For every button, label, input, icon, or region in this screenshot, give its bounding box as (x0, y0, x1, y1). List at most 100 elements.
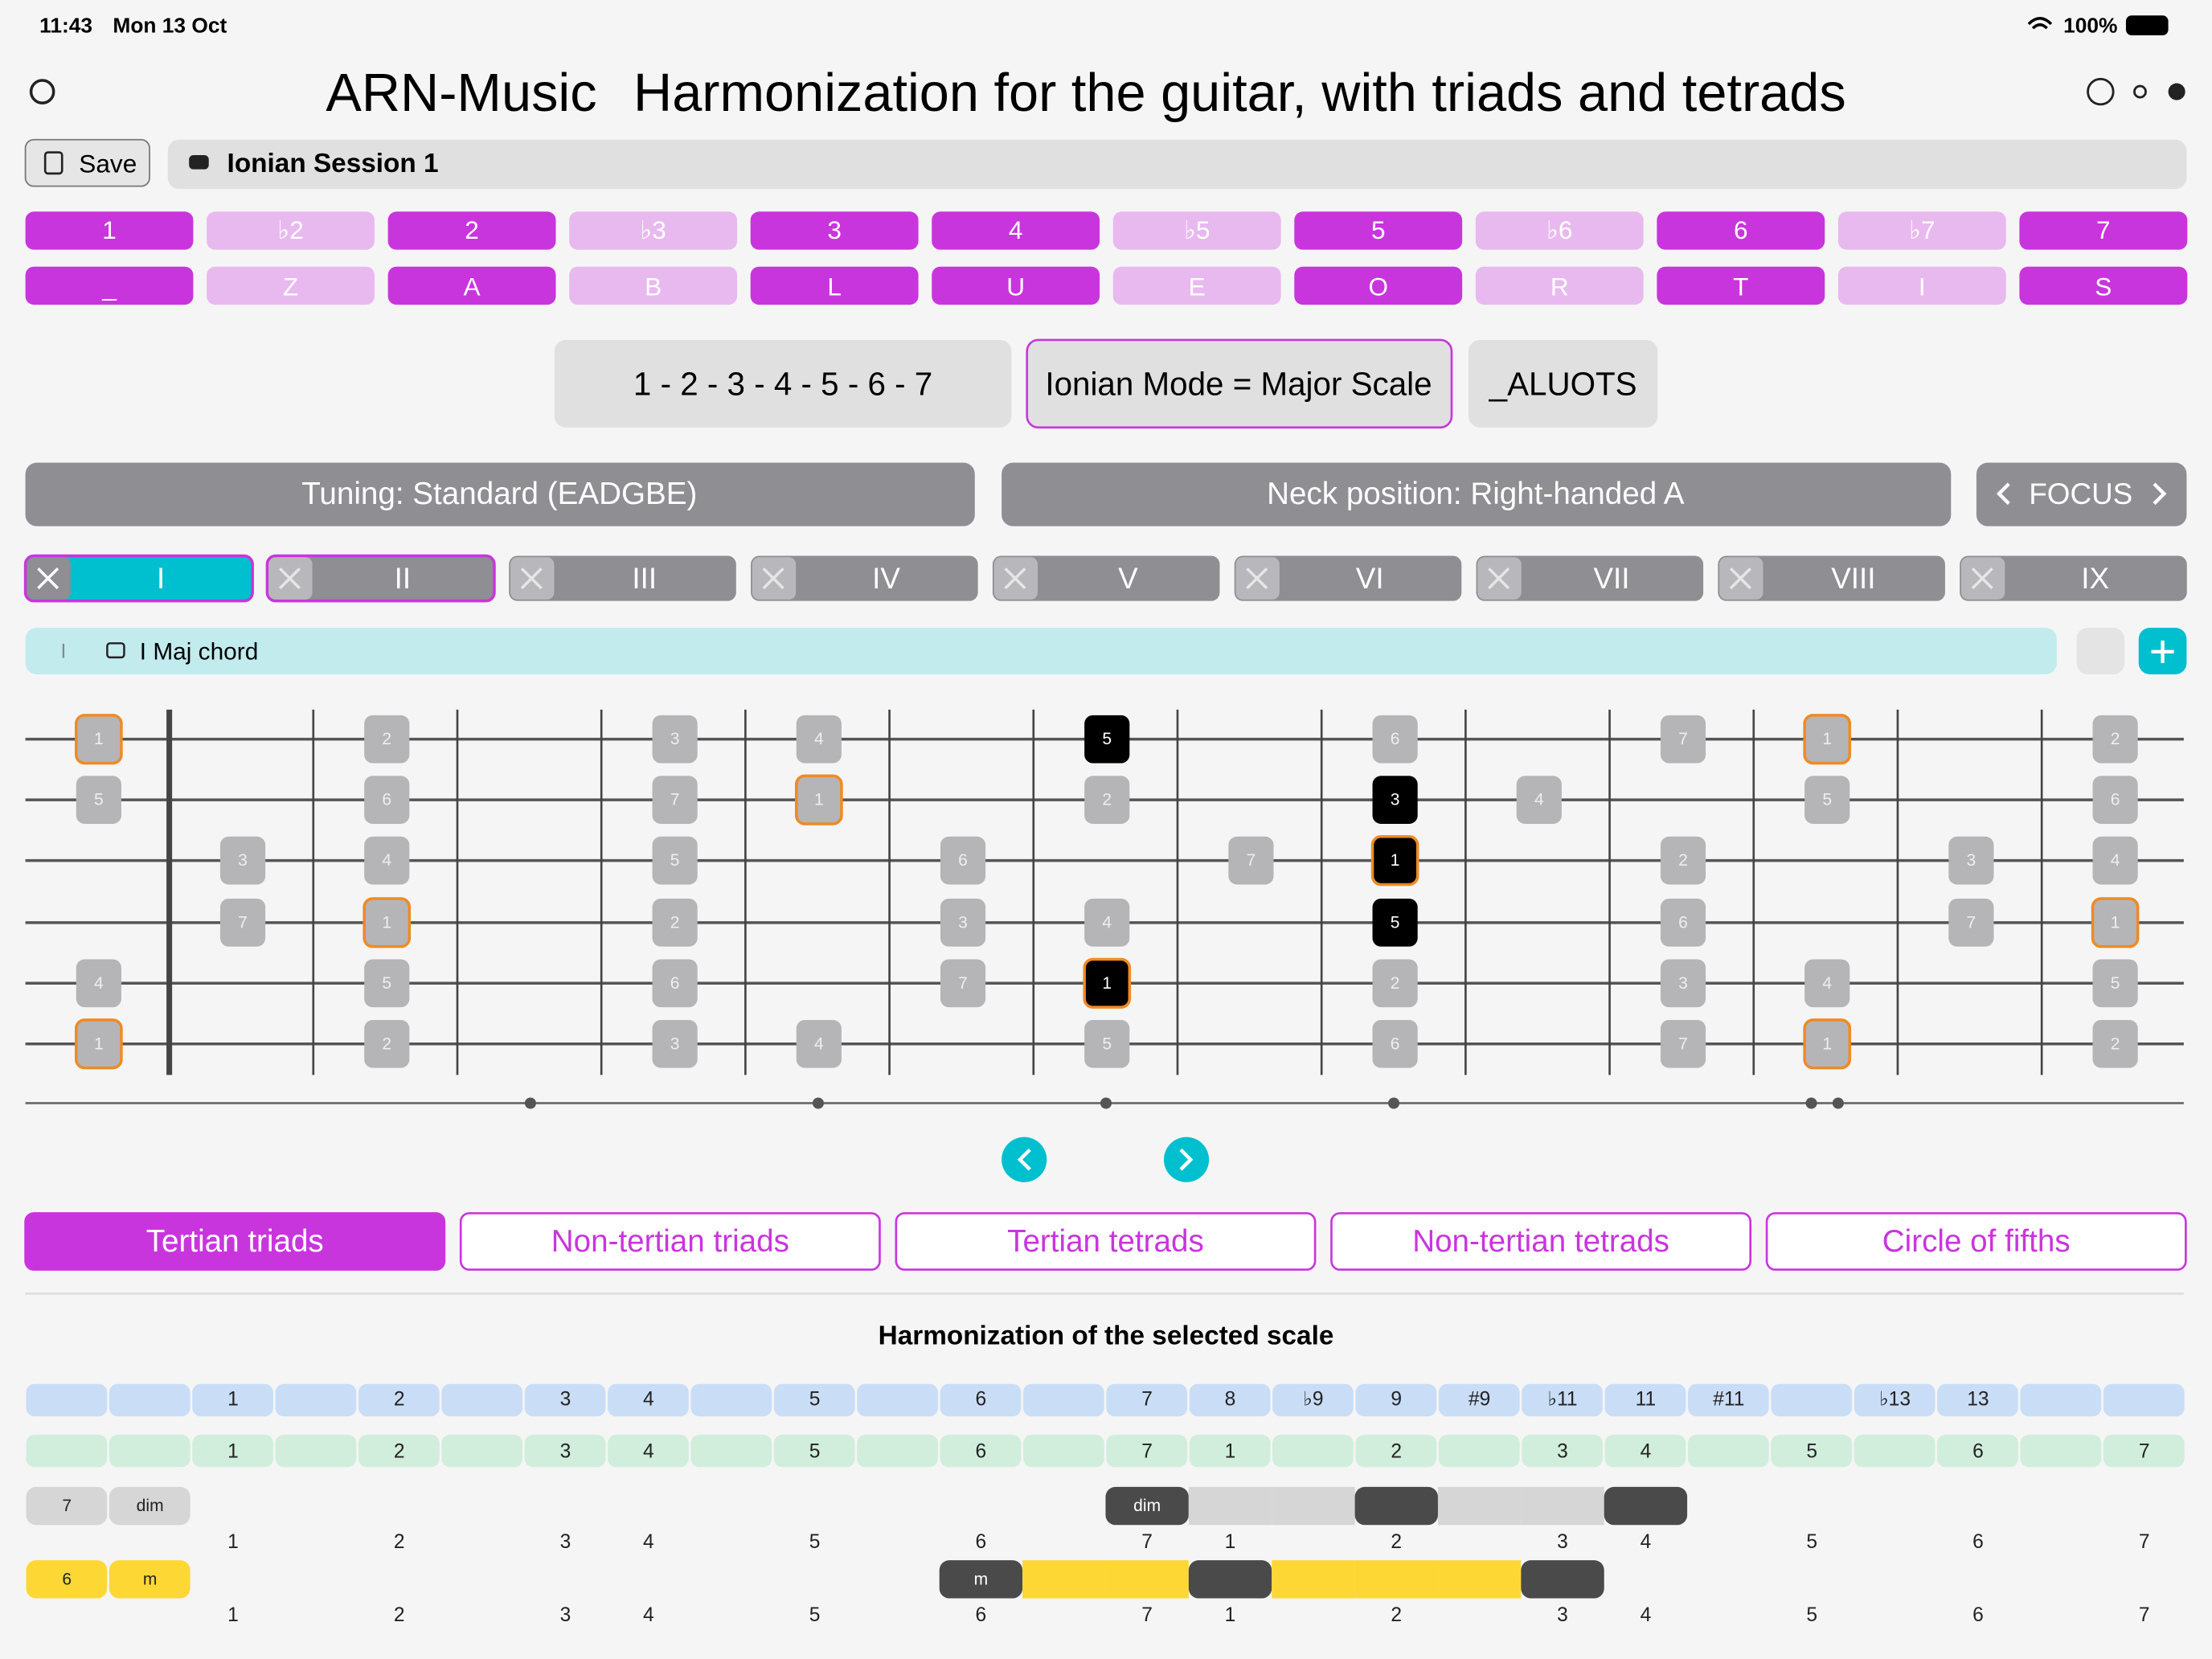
minus-button[interactable] (2076, 628, 2125, 674)
letter-button[interactable] (1294, 266, 1463, 305)
note[interactable] (1372, 959, 1418, 1008)
note[interactable] (364, 715, 410, 764)
degree-button[interactable] (509, 555, 736, 601)
letter-button[interactable] (2019, 266, 2188, 305)
interval-button[interactable] (1837, 211, 2006, 250)
note[interactable] (2092, 1019, 2138, 1068)
degree-button[interactable] (1234, 555, 1462, 601)
note[interactable] (652, 715, 698, 764)
note[interactable] (1948, 836, 1994, 885)
note[interactable] (652, 899, 698, 947)
note[interactable] (1084, 715, 1130, 764)
note[interactable] (2091, 897, 2140, 948)
note[interactable] (1660, 836, 1706, 885)
letter-button[interactable] (1475, 266, 1644, 305)
note[interactable] (1228, 836, 1274, 885)
note[interactable] (796, 715, 842, 764)
note[interactable] (2092, 776, 2138, 824)
note[interactable] (1083, 957, 1132, 1009)
interval-button[interactable] (1657, 211, 1825, 250)
letter-button[interactable] (932, 266, 1100, 305)
degree-button[interactable] (23, 554, 254, 603)
note[interactable] (219, 899, 266, 947)
interval-button[interactable] (387, 211, 556, 250)
interval-button[interactable] (569, 211, 738, 250)
note[interactable] (1084, 899, 1130, 947)
note[interactable] (940, 899, 986, 947)
note[interactable] (364, 1019, 410, 1068)
nav-button[interactable] (1163, 1137, 1210, 1182)
neck-button[interactable] (1002, 462, 1952, 526)
note[interactable] (652, 836, 698, 885)
note[interactable] (1372, 899, 1418, 947)
note[interactable] (1660, 1019, 1706, 1068)
note[interactable] (364, 959, 410, 1008)
interval-button[interactable] (25, 211, 194, 250)
interval-button[interactable] (750, 211, 919, 250)
note[interactable] (2092, 836, 2138, 885)
note[interactable] (75, 714, 123, 765)
note[interactable] (1372, 715, 1418, 764)
note[interactable] (1372, 776, 1418, 824)
tab[interactable] (24, 1212, 446, 1271)
note[interactable] (794, 774, 843, 825)
note[interactable] (1660, 959, 1706, 1008)
note[interactable] (940, 836, 986, 885)
note[interactable] (940, 959, 986, 1008)
tab[interactable] (1330, 1212, 1752, 1271)
note[interactable] (1803, 714, 1852, 765)
tab[interactable] (895, 1212, 1317, 1271)
degree-button[interactable] (1718, 555, 1945, 601)
note[interactable] (1660, 715, 1706, 764)
tab[interactable] (459, 1212, 881, 1271)
dark-mode-button[interactable] (2168, 83, 2185, 100)
letter-button[interactable] (1112, 266, 1281, 305)
note[interactable] (1370, 835, 1419, 887)
degree-button[interactable] (265, 554, 496, 603)
degree-button[interactable] (992, 555, 1220, 601)
interval-button[interactable] (1294, 211, 1463, 250)
note[interactable] (364, 836, 410, 885)
note[interactable] (363, 897, 412, 948)
note[interactable] (2092, 959, 2138, 1008)
note[interactable] (76, 959, 121, 1008)
letter-button[interactable] (1657, 266, 1825, 305)
degree-button[interactable] (1960, 555, 2187, 601)
note[interactable] (1660, 899, 1706, 947)
interval-button[interactable] (2019, 211, 2188, 250)
tuning-button[interactable] (25, 462, 975, 526)
letter-button[interactable] (207, 266, 375, 305)
degree-button[interactable] (1476, 555, 1704, 601)
note[interactable] (364, 776, 410, 824)
letter-button[interactable] (387, 266, 556, 305)
tab[interactable] (1765, 1212, 2187, 1271)
interval-button[interactable] (1475, 211, 1644, 250)
light-mode-button[interactable] (2133, 84, 2147, 99)
note[interactable] (219, 836, 266, 885)
note[interactable] (1948, 899, 1994, 947)
note[interactable] (652, 1019, 698, 1068)
note[interactable] (652, 959, 698, 1008)
degree-button[interactable] (751, 555, 978, 601)
note[interactable] (652, 776, 698, 824)
letter-button[interactable] (1837, 266, 2006, 305)
note[interactable] (1804, 959, 1850, 1008)
interval-button[interactable] (932, 211, 1100, 250)
note[interactable] (1084, 776, 1130, 824)
letter-button[interactable] (25, 266, 194, 305)
mode-box[interactable] (1026, 338, 1453, 429)
settings-button[interactable] (29, 79, 55, 104)
nav-button[interactable] (1002, 1137, 1047, 1182)
note[interactable] (1803, 1018, 1852, 1070)
interval-button[interactable] (1112, 211, 1281, 250)
focus-button[interactable] (1976, 462, 2187, 526)
note[interactable] (1804, 776, 1850, 824)
note[interactable] (75, 1018, 123, 1070)
note[interactable] (796, 1019, 842, 1068)
note[interactable] (1516, 776, 1562, 824)
info-button[interactable] (2087, 77, 2115, 106)
interval-button[interactable] (207, 211, 375, 250)
note[interactable] (2092, 715, 2138, 764)
letter-button[interactable] (569, 266, 738, 305)
note[interactable] (76, 776, 121, 824)
